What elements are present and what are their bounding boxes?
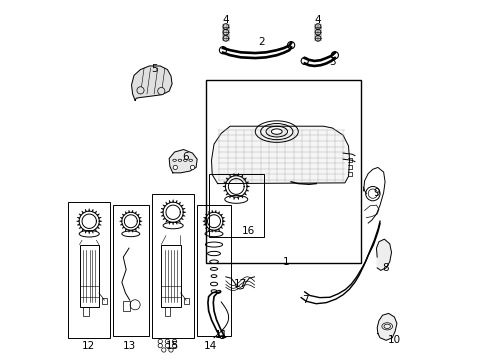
Bar <box>80 244 99 307</box>
Bar <box>113 205 148 336</box>
Bar <box>164 307 170 316</box>
Polygon shape <box>169 149 197 173</box>
Circle shape <box>173 165 177 170</box>
Bar <box>184 298 188 304</box>
Bar <box>197 205 231 336</box>
Text: 8: 8 <box>381 263 387 273</box>
Text: 6: 6 <box>182 152 188 162</box>
Bar <box>102 298 106 304</box>
Polygon shape <box>131 66 172 100</box>
Text: 4: 4 <box>314 15 321 26</box>
Ellipse shape <box>172 159 176 161</box>
Ellipse shape <box>178 159 182 161</box>
Text: 9: 9 <box>373 188 380 198</box>
Bar <box>161 244 180 307</box>
Text: 1: 1 <box>282 257 288 267</box>
Bar <box>206 80 360 263</box>
Text: 11: 11 <box>214 330 227 340</box>
Bar <box>152 194 194 338</box>
Circle shape <box>137 87 144 94</box>
Polygon shape <box>376 314 396 340</box>
Ellipse shape <box>188 159 192 161</box>
Text: 2: 2 <box>258 37 264 47</box>
Text: 16: 16 <box>242 226 255 236</box>
Ellipse shape <box>183 159 187 161</box>
Text: 10: 10 <box>387 334 400 345</box>
Polygon shape <box>211 126 349 184</box>
Text: 3: 3 <box>328 57 335 67</box>
Bar <box>68 202 110 338</box>
Text: 7: 7 <box>302 295 308 305</box>
Text: 17: 17 <box>233 279 246 289</box>
Text: 13: 13 <box>122 341 135 351</box>
Text: 14: 14 <box>203 341 217 351</box>
Bar <box>122 301 129 311</box>
Bar <box>208 174 264 237</box>
Text: 5: 5 <box>150 64 157 74</box>
Circle shape <box>158 87 164 95</box>
Polygon shape <box>376 239 391 270</box>
Ellipse shape <box>271 129 282 134</box>
Text: 12: 12 <box>82 341 95 351</box>
Text: 4: 4 <box>222 15 229 26</box>
Bar <box>83 307 88 316</box>
Text: 15: 15 <box>165 341 178 351</box>
Circle shape <box>190 165 194 170</box>
